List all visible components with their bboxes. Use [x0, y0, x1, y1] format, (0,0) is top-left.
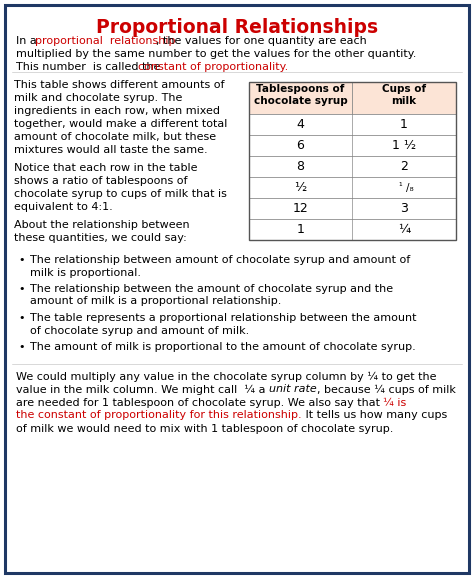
Text: ¼ is: ¼ is — [383, 398, 407, 407]
Text: shows a ratio of tablespoons of: shows a ratio of tablespoons of — [14, 176, 188, 186]
Text: 1: 1 — [400, 118, 408, 131]
Text: Cups of
milk: Cups of milk — [382, 84, 426, 106]
Text: 12: 12 — [292, 202, 309, 215]
Text: milk is proportional.: milk is proportional. — [30, 268, 141, 277]
Text: of chocolate syrup and amount of milk.: of chocolate syrup and amount of milk. — [30, 325, 249, 335]
Text: ingredients in each row, when mixed: ingredients in each row, when mixed — [14, 106, 220, 116]
Text: amount of chocolate milk, but these: amount of chocolate milk, but these — [14, 132, 216, 142]
Text: ¹: ¹ — [398, 182, 402, 191]
Text: Tablespoons of
chocolate syrup: Tablespoons of chocolate syrup — [254, 84, 347, 106]
Text: together, would make a different total: together, would make a different total — [14, 119, 228, 129]
Text: The relationship between the amount of chocolate syrup and the: The relationship between the amount of c… — [30, 284, 393, 294]
Text: the constant of proportionality for this relationship.: the constant of proportionality for this… — [16, 410, 301, 421]
Text: •: • — [18, 255, 25, 265]
Text: About the relationship between: About the relationship between — [14, 220, 190, 230]
Text: mixtures would all taste the same.: mixtures would all taste the same. — [14, 145, 208, 155]
Text: value in the milk column. We might call  ¼ a: value in the milk column. We might call … — [16, 384, 269, 395]
Text: Proportional Relationships: Proportional Relationships — [96, 18, 378, 37]
Text: Notice that each row in the table: Notice that each row in the table — [14, 163, 198, 173]
Text: constant of proportionality.: constant of proportionality. — [138, 62, 288, 72]
Bar — [249, 82, 456, 240]
Text: This table shows different amounts of: This table shows different amounts of — [14, 80, 225, 90]
Text: , the values for one quantity are each: , the values for one quantity are each — [156, 36, 367, 46]
Text: •: • — [18, 284, 25, 294]
Text: , because ¼ cups of milk: , because ¼ cups of milk — [317, 384, 456, 395]
Text: these quantities, we could say:: these quantities, we could say: — [14, 233, 187, 243]
Text: We could multiply any value in the chocolate syrup column by ¼ to get the: We could multiply any value in the choco… — [16, 372, 437, 381]
Text: proportional  relationship: proportional relationship — [35, 36, 175, 46]
Text: milk and chocolate syrup. The: milk and chocolate syrup. The — [14, 93, 182, 103]
Text: 1: 1 — [297, 223, 304, 236]
Text: amount of milk is a proportional relationship.: amount of milk is a proportional relatio… — [30, 297, 282, 306]
Text: The amount of milk is proportional to the amount of chocolate syrup.: The amount of milk is proportional to th… — [30, 342, 416, 352]
Text: equivalent to 4:1.: equivalent to 4:1. — [14, 202, 113, 212]
Bar — [249, 82, 456, 114]
Text: 3: 3 — [400, 202, 408, 215]
Text: unit rate: unit rate — [269, 384, 317, 395]
Text: •: • — [18, 313, 25, 323]
Bar — [249, 135, 456, 156]
Text: 6: 6 — [297, 139, 304, 152]
Text: 1 ½: 1 ½ — [392, 139, 416, 152]
Text: The table represents a proportional relationship between the amount: The table represents a proportional rela… — [30, 313, 417, 323]
Text: /₈: /₈ — [406, 183, 414, 194]
Bar — [249, 114, 456, 135]
Text: ¼: ¼ — [398, 223, 410, 236]
Text: 2: 2 — [400, 160, 408, 173]
Text: This number  is called the: This number is called the — [16, 62, 164, 72]
Bar — [249, 198, 456, 219]
Text: 4: 4 — [297, 118, 304, 131]
Text: multiplied by the same number to get the values for the other quantity.: multiplied by the same number to get the… — [16, 49, 416, 59]
Bar — [249, 177, 456, 198]
Text: In a: In a — [16, 36, 40, 46]
Text: 8: 8 — [297, 160, 304, 173]
Text: ½: ½ — [294, 181, 307, 194]
Text: chocolate syrup to cups of milk that is: chocolate syrup to cups of milk that is — [14, 189, 227, 199]
Bar — [249, 219, 456, 240]
Text: It tells us how many cups: It tells us how many cups — [301, 410, 447, 421]
Text: •: • — [18, 342, 25, 352]
Text: are needed for 1 tablespoon of chocolate syrup. We also say that: are needed for 1 tablespoon of chocolate… — [16, 398, 383, 407]
Bar — [249, 156, 456, 177]
Text: of milk we would need to mix with 1 tablespoon of chocolate syrup.: of milk we would need to mix with 1 tabl… — [16, 424, 393, 434]
Text: The relationship between amount of chocolate syrup and amount of: The relationship between amount of choco… — [30, 255, 410, 265]
